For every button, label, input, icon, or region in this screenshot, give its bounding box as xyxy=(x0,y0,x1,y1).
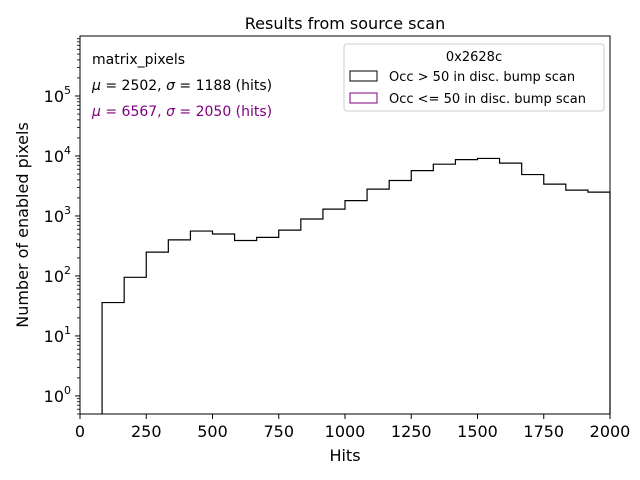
y-tick-label: 101 xyxy=(44,324,71,346)
x-axis: 0 250 500 750 1000 1250 1500 1750 2000 xyxy=(75,414,630,441)
x-tick-label: 1750 xyxy=(523,422,564,441)
x-tick-label: 1250 xyxy=(391,422,432,441)
sigma-value: = 1188 (hits) xyxy=(175,78,272,94)
legend-title: 0x2628c xyxy=(446,50,502,65)
legend-swatch-occ-le-50 xyxy=(349,92,378,104)
x-tick-label: 750 xyxy=(263,422,294,441)
stats-annotations: matrix_pixels μ = 2502, σ = 1188 (hits) … xyxy=(91,52,272,120)
sigma-symbol: σ xyxy=(166,78,176,94)
y-tick-label: 102 xyxy=(44,264,71,286)
legend-label-occ-gt-50: Occ > 50 in disc. bump scan xyxy=(389,70,575,85)
x-tick-label: 1000 xyxy=(325,422,366,441)
sigma-symbol: σ xyxy=(166,104,176,120)
annotation-stats-black: μ = 2502, σ = 1188 (hits) xyxy=(91,78,272,94)
sigma-value: = 2050 (hits) xyxy=(175,104,272,120)
legend-box xyxy=(343,43,605,112)
annotation-stats-purple: μ = 6567, σ = 2050 (hits) xyxy=(91,104,272,120)
histogram-series-0 xyxy=(101,157,611,414)
legend-swatch-occ-gt-50 xyxy=(349,70,378,82)
x-tick-label: 250 xyxy=(131,422,162,441)
y-tick-label: 100 xyxy=(44,384,71,406)
mu-value: = 2502, xyxy=(101,78,166,94)
y-tick-label: 103 xyxy=(44,204,71,226)
x-tick-label: 0 xyxy=(75,422,85,441)
chart-title: Results from source scan xyxy=(245,14,445,33)
y-tick-label: 105 xyxy=(44,84,71,106)
annotation-matrix-pixels: matrix_pixels xyxy=(92,52,185,68)
mu-symbol: μ xyxy=(91,104,101,120)
mu-symbol: μ xyxy=(91,78,101,94)
y-axis-label: Number of enabled pixels xyxy=(13,122,32,328)
x-axis-label: Hits xyxy=(329,446,360,465)
x-tick-label: 1500 xyxy=(457,422,498,441)
y-tick-label: 104 xyxy=(44,144,71,166)
legend: 0x2628c Occ > 50 in disc. bump scan Occ … xyxy=(343,43,605,112)
x-tick-label: 2000 xyxy=(590,422,631,441)
legend-label-occ-le-50: Occ <= 50 in disc. bump scan xyxy=(389,92,586,107)
x-tick-label: 500 xyxy=(197,422,228,441)
series-layer xyxy=(101,157,611,414)
y-axis: 100 101 102 103 104 105 xyxy=(44,38,80,415)
mu-value: = 6567, xyxy=(101,104,166,120)
